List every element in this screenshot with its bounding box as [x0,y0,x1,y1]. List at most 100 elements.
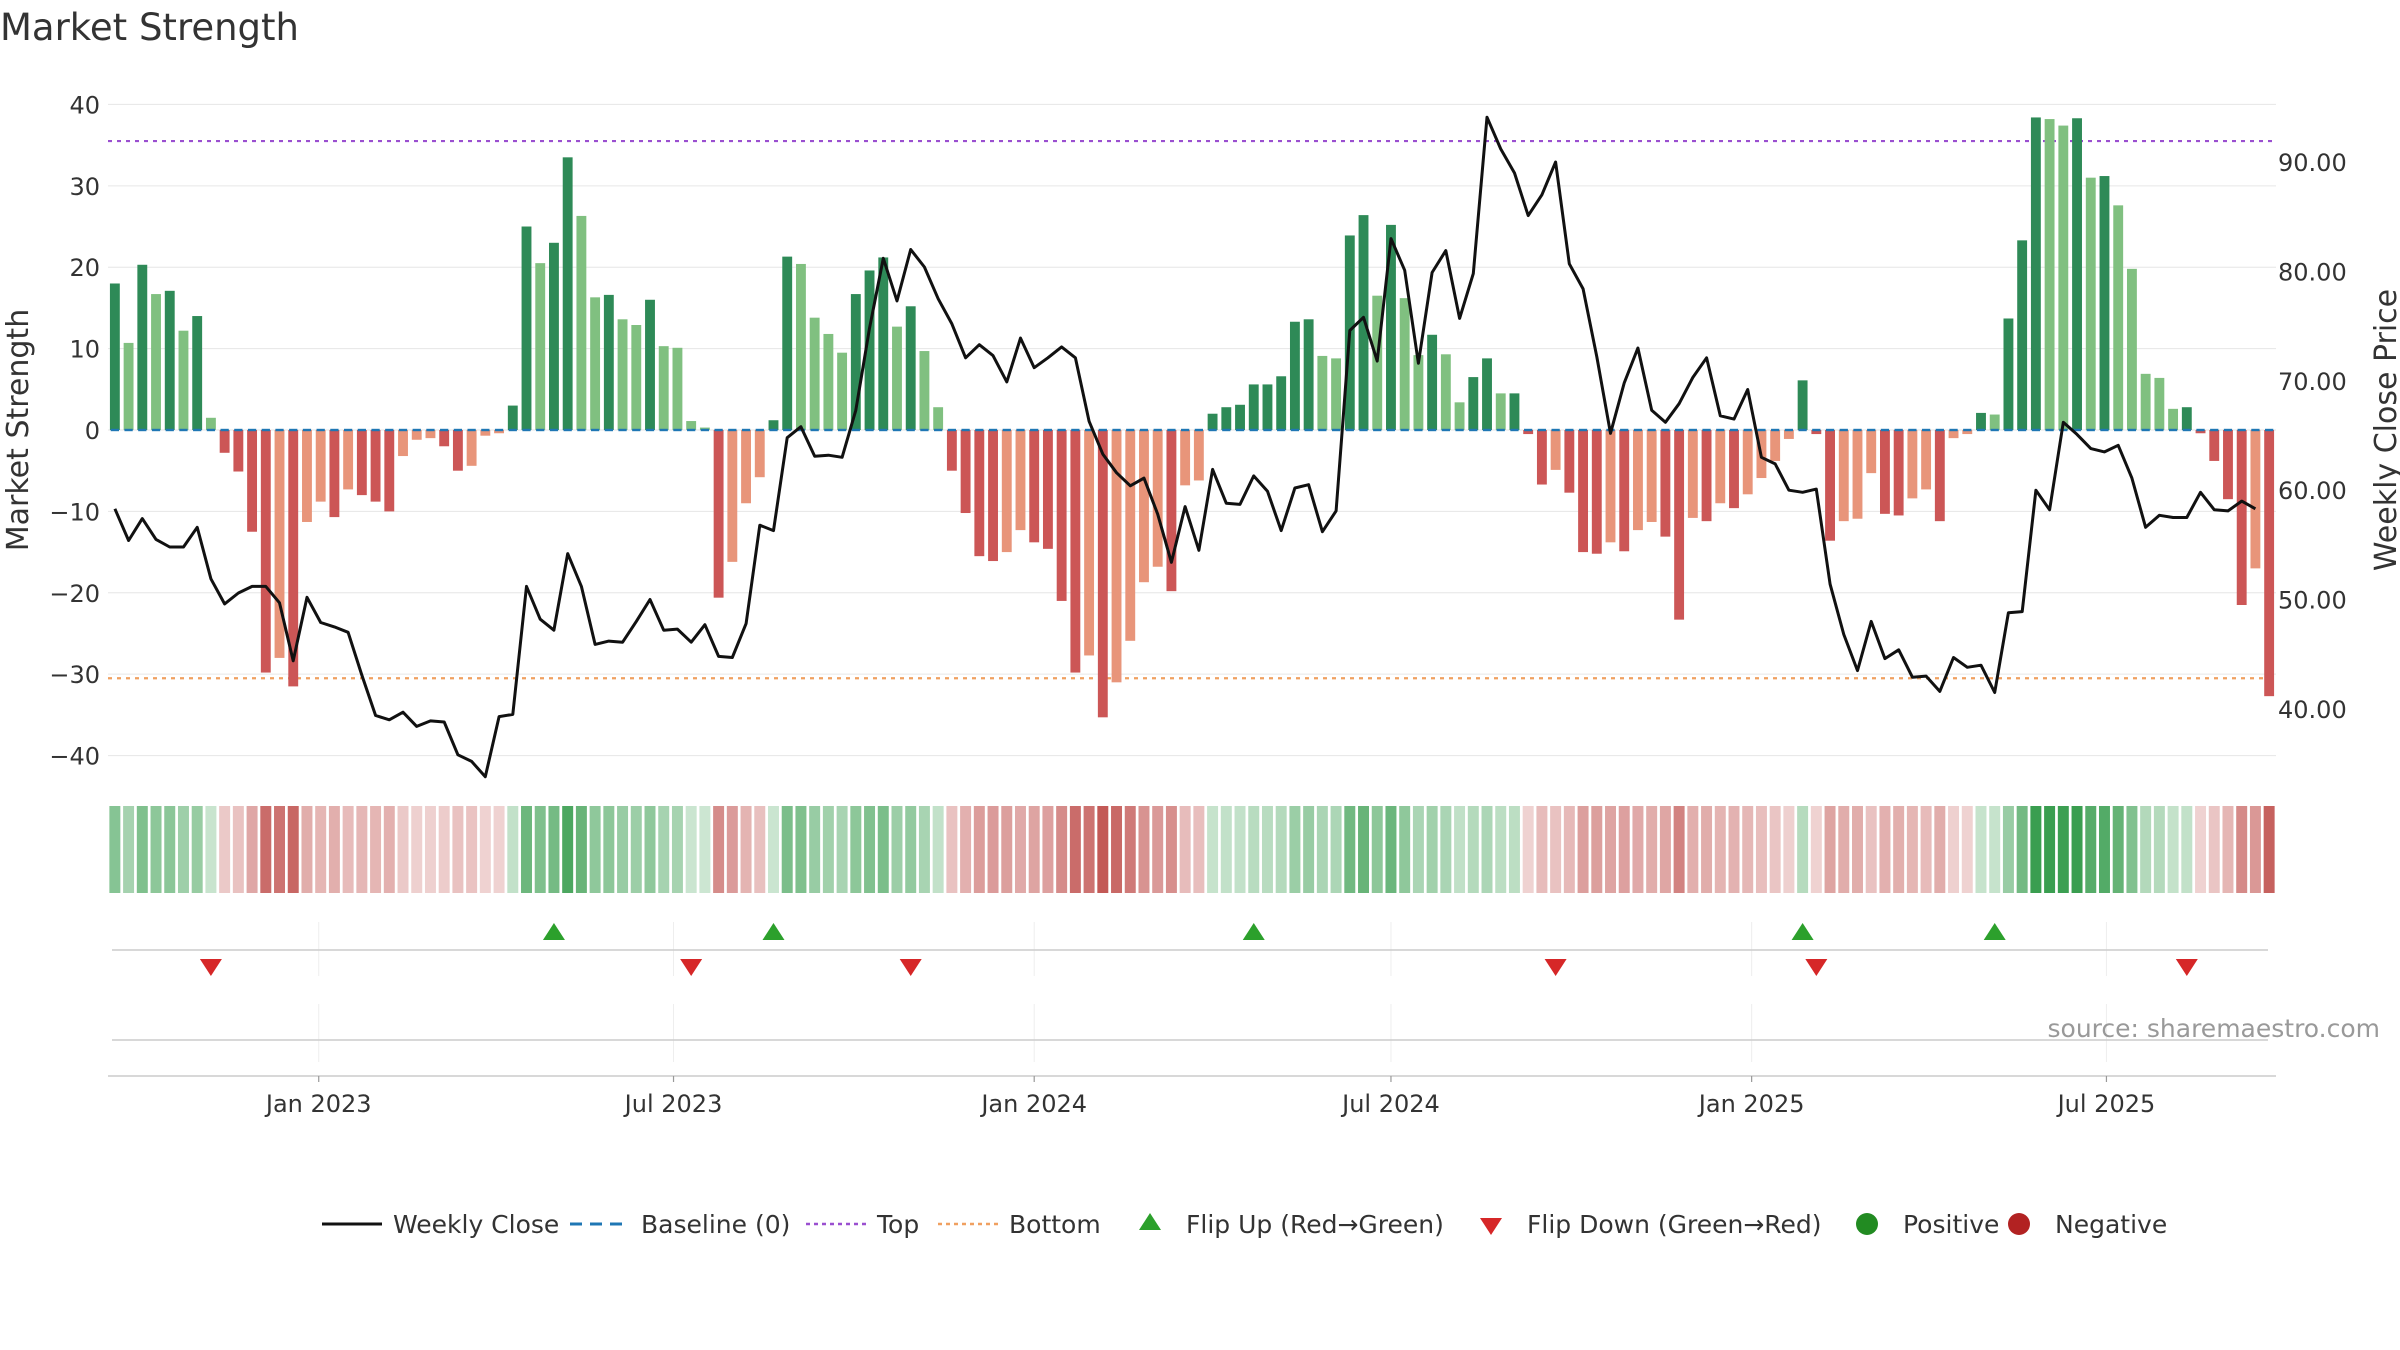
strength-bar [1015,430,1026,531]
strength-strip-cell [1797,806,1809,893]
strength-strip-cell [232,806,244,893]
y2-tick-label: 50.00 [2278,587,2347,615]
strength-strip-cell [2057,806,2069,893]
strength-bar [1701,430,1712,522]
strength-bar [1783,430,1794,439]
strength-strip-cell [2030,806,2042,893]
strength-bar [1193,430,1204,481]
strength-bar [2250,430,2261,569]
strength-strip-cell [466,806,478,893]
strength-strip-cell [1742,806,1754,893]
strength-bar [2236,430,2247,605]
strength-bar [2181,407,2192,430]
strength-bar [1289,321,1300,430]
strength-bar [2058,125,2069,431]
strength-bar [837,352,848,430]
strength-strip-cell [1879,806,1891,893]
y-tick-label: −10 [49,498,100,526]
strength-bar [1413,355,1424,430]
legend-flip-down-swatch [1480,1218,1502,1235]
y2-axis-title: Weekly Close Price [2369,289,2400,571]
legend-label: Weekly Close [393,1210,559,1239]
strength-bar [521,226,532,430]
strength-bar [1358,215,1369,430]
strength-strip-cell [1014,806,1026,893]
strength-bar [123,342,134,430]
strength-bar [1152,430,1163,567]
flip-up-marker [762,923,785,940]
strength-strip-cell [1838,806,1850,893]
strength-bar [919,351,930,430]
strength-strip-cell [1028,806,1040,893]
strength-strip-cell [479,806,491,893]
y-tick-label: 10 [69,336,100,364]
strength-bar [1235,404,1245,430]
strength-bar [1495,393,1506,430]
strength-bar [617,319,628,430]
strength-strip-cell [1316,806,1328,893]
strength-strip-cell [1193,806,1205,893]
legend-label: Positive [1903,1210,1999,1239]
strength-bar [1111,430,1122,683]
strength-strip-cell [1920,806,1932,893]
strength-strip-cell [1605,806,1616,893]
y2-tick-label: 80.00 [2278,258,2347,286]
strength-strip-cell [822,806,834,893]
strength-strip-cell [411,806,423,893]
y-tick-label: 30 [69,173,100,201]
strength-strip-cell [370,806,382,893]
strength-bar [151,294,161,430]
strength-bar [2195,430,2206,434]
flip-down-marker [680,959,703,976]
strength-strip-cell [452,806,464,893]
strength-bar [535,263,546,430]
strength-strip-cell [1687,806,1699,893]
strength-bar [1633,430,1643,531]
strength-strip-cell [877,806,889,893]
strength-strip-cell [342,806,354,893]
strength-strip-cell [205,806,217,893]
strength-strip-cell [740,806,752,893]
strength-bar [960,430,971,514]
strength-bar [137,264,148,430]
strength-strip-cell [1138,806,1150,893]
strength-strip-cell [1152,806,1164,893]
strength-strip-cell [1275,806,1287,893]
strength-bar [356,430,367,496]
strength-bar [658,346,669,430]
strength-bar [754,430,765,478]
strength-strip-cell [1330,806,1342,893]
legend-label: Flip Down (Green→Red) [1527,1210,1822,1239]
strength-strip-cell [191,806,203,893]
strength-bar [1770,430,1781,461]
strength-bar [631,325,642,430]
strength-bar [439,430,450,447]
strength-bar [686,421,697,430]
strength-bar [1303,319,1314,430]
strength-strip-cell [1961,806,1973,893]
strength-strip-cell [1220,806,1232,893]
strength-strip-cell [630,806,642,893]
strength-strip-cell [219,806,231,893]
strength-bar [1797,380,1808,430]
strength-strip-cell [1481,806,1493,893]
strength-strip-cell [589,806,601,893]
strength-bar [1852,430,1863,519]
strength-strip-cell [1289,806,1301,893]
strength-strip-cell [671,806,683,893]
strength-bar [370,430,381,502]
axes: −40 −30 −20 −10 0 10 20 30 40 40.00 50.00 60.00 70.0… [1,91,2400,1118]
strength-strip-cell [1824,806,1836,893]
y-tick-label: 40 [69,91,100,119]
legend: Weekly Close Baseline (0) Top Bottom Flip Up… [322,1210,2167,1239]
strength-bar [699,427,710,430]
strength-bar [823,333,834,430]
strength-strip-cell [150,806,162,893]
strength-bar [494,430,505,434]
y2-tick-label: 70.00 [2278,368,2347,396]
strength-bar [1907,430,1918,499]
strength-strip-cell [685,806,697,893]
strength-strip-cell [1097,806,1109,893]
legend-label: Bottom [1009,1210,1101,1239]
